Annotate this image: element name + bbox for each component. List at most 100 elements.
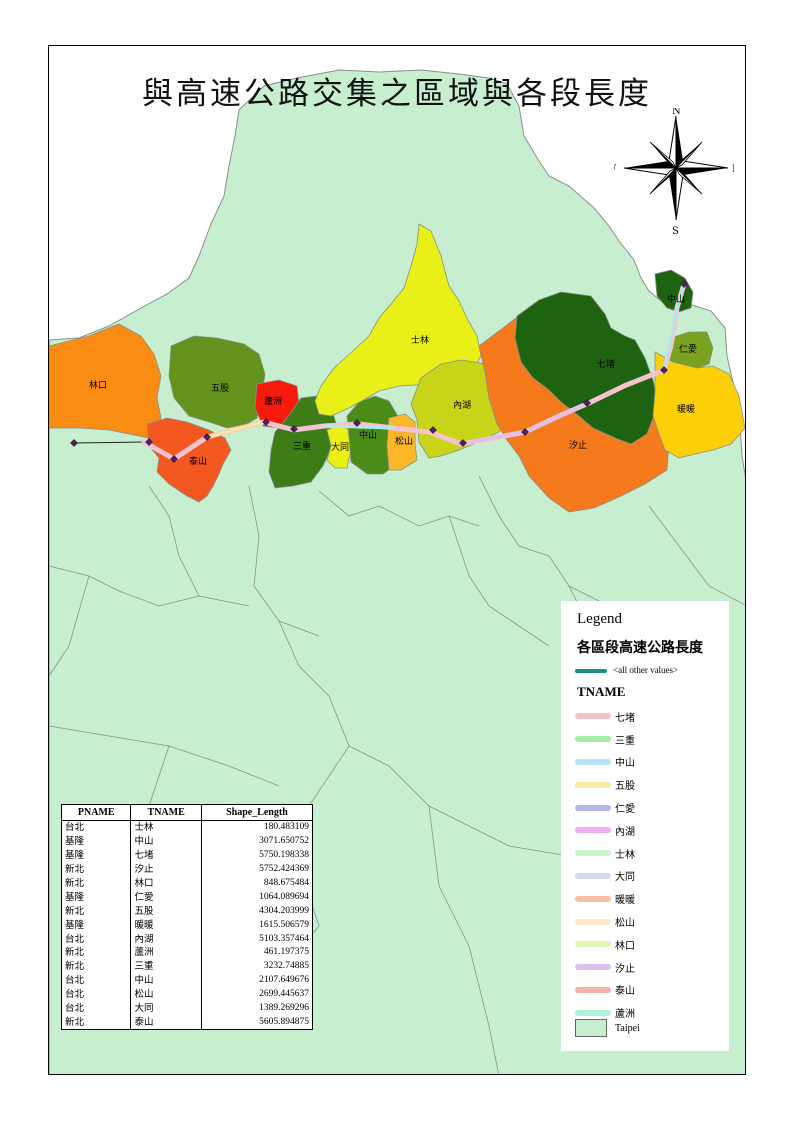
legend-label: 五股 xyxy=(615,781,635,793)
legend-item: 暖暖 xyxy=(575,887,635,910)
legend-label: 仁愛 xyxy=(615,804,635,816)
cell-shape-length: 1064.089694 xyxy=(200,890,314,905)
cell-pname: 基隆 xyxy=(60,834,132,849)
cell-tname: 五股 xyxy=(130,904,202,919)
col-tname: TNAME xyxy=(130,804,202,821)
legend-swatch xyxy=(575,918,611,925)
cell-tname: 中山 xyxy=(130,834,202,849)
legend-title: Legend xyxy=(577,611,622,627)
legend-item: 汐止 xyxy=(575,956,635,979)
highway-node xyxy=(429,426,437,434)
district-label: 林口 xyxy=(89,379,107,391)
cell-pname: 台北 xyxy=(60,932,132,947)
page-title: 與高速公路交集之區域與各段長度 xyxy=(142,76,652,112)
legend-item: 五股 xyxy=(575,773,635,796)
district-七堵 xyxy=(514,291,658,445)
legend-swatch xyxy=(575,736,611,743)
highway xyxy=(70,280,688,463)
cell-tname: 林口 xyxy=(130,876,202,891)
district-label: 五股 xyxy=(211,383,229,394)
cell-shape-length: 180.483109 xyxy=(200,820,314,835)
cell-pname: 台北 xyxy=(60,987,132,1002)
table-row: 基隆 暖暖 1615.506579 xyxy=(60,918,314,933)
legend-label: 汐止 xyxy=(615,963,635,975)
cell-shape-length: 1615.506579 xyxy=(200,918,314,933)
highway-node xyxy=(583,399,591,407)
district-label: 內湖 xyxy=(453,400,471,411)
table-row: 新北 蘆洲 461.197375 xyxy=(60,946,314,960)
legend-swatch xyxy=(575,781,611,788)
cell-tname: 暖暖 xyxy=(130,918,202,933)
cell-tname: 士林 xyxy=(130,820,202,835)
table-row: 台北 大同 1389.269296 xyxy=(60,1001,314,1016)
legend-item: 中山 xyxy=(575,751,635,774)
cell-tname: 中山 xyxy=(130,973,202,988)
cell-tname: 汐止 xyxy=(130,862,202,877)
table-row: 基隆 仁愛 1064.089694 xyxy=(60,890,314,905)
table-row: 新北 泰山 5605.894875 xyxy=(60,1015,314,1031)
legend-swatch xyxy=(575,804,611,811)
table-row: 新北 三重 3232.74885 xyxy=(60,959,314,974)
legend-item: 泰山 xyxy=(575,979,635,1002)
map-frame: 林口 五股 蘆洲 泰山 三重 大同 中山 松山 士林 內湖 汐止 七堵 仁愛 暖暖 中山 與高速公路交集之區… xyxy=(48,45,746,1075)
cell-tname: 七堵 xyxy=(130,848,202,863)
legend-item: 七堵 xyxy=(575,705,635,728)
cell-tname: 仁愛 xyxy=(130,890,202,905)
cell-pname: 台北 xyxy=(60,973,132,988)
cell-shape-length: 3071.650752 xyxy=(200,834,314,849)
table-row: 新北 林口 848.675484 xyxy=(60,876,314,891)
cell-pname: 基隆 xyxy=(60,918,132,933)
cell-pname: 新北 xyxy=(60,1015,132,1031)
cell-pname: 新北 xyxy=(60,959,132,974)
cell-pname: 台北 xyxy=(60,820,132,835)
cell-tname: 內湖 xyxy=(130,932,202,947)
legend-item: 松山 xyxy=(575,910,635,933)
highway-node xyxy=(521,428,529,436)
attribute-table: PNAME TNAME Shape_Length 台北 士林 180.483109 基… xyxy=(60,804,314,1031)
legend-label: 林口 xyxy=(615,940,635,952)
legend-swatch xyxy=(575,964,611,971)
cell-tname: 蘆洲 xyxy=(130,946,202,960)
cell-shape-length: 3232.74885 xyxy=(200,959,314,974)
legend-label: 三重 xyxy=(615,735,635,747)
col-shape-length: Shape_Length xyxy=(200,804,314,821)
cell-shape-length: 5605.894875 xyxy=(200,1015,314,1031)
table-header-row: PNAME TNAME Shape_Length xyxy=(60,804,314,821)
cell-tname: 松山 xyxy=(130,987,202,1002)
highway-node xyxy=(145,438,153,446)
highway-node xyxy=(459,439,467,447)
legend-swatch xyxy=(575,758,611,765)
cell-shape-length: 2699.445637 xyxy=(200,987,314,1002)
district-label: 士林 xyxy=(411,334,429,346)
cell-shape-length: 848.675484 xyxy=(200,876,314,891)
legend-item: 內湖 xyxy=(575,819,635,842)
legend-item: 蘆洲 xyxy=(575,1001,635,1024)
legend-items: 七堵 三重 中山 五股 仁愛 內湖 士林 大同 暖暖 松山 林口 汐止 泰山 蘆洲 xyxy=(575,705,635,1024)
highway-node xyxy=(660,366,668,374)
cell-tname: 大同 xyxy=(130,1001,202,1016)
legend-label: 松山 xyxy=(615,918,635,930)
legend-label: 中山 xyxy=(615,758,635,770)
highway-node xyxy=(70,439,78,447)
highway-node xyxy=(290,425,298,433)
district-仁愛 xyxy=(666,331,714,371)
highway-node xyxy=(680,280,688,288)
legend-label: 暖暖 xyxy=(615,895,635,907)
district-label: 七堵 xyxy=(597,358,615,370)
district-label: 大同 xyxy=(331,441,349,453)
legend-area: Taipei xyxy=(575,1019,640,1037)
compass-n: N xyxy=(672,108,681,117)
district-label: 汐止 xyxy=(569,439,587,451)
legend-item: 三重 xyxy=(575,728,635,751)
district-label: 三重 xyxy=(293,440,311,452)
legend-subtitle: 各區段高速公路長度 xyxy=(577,640,703,656)
other-values-label: <all other values> xyxy=(613,665,679,675)
compass-w: W xyxy=(614,164,617,175)
district-label: 仁愛 xyxy=(679,343,697,355)
highway-node xyxy=(203,433,211,441)
legend-swatch xyxy=(575,986,611,993)
legend: Legend 各區段高速公路長度 <all other values> TNAM… xyxy=(561,601,729,1051)
cell-shape-length: 2107.649676 xyxy=(200,973,314,988)
legend-item: 仁愛 xyxy=(575,796,635,819)
